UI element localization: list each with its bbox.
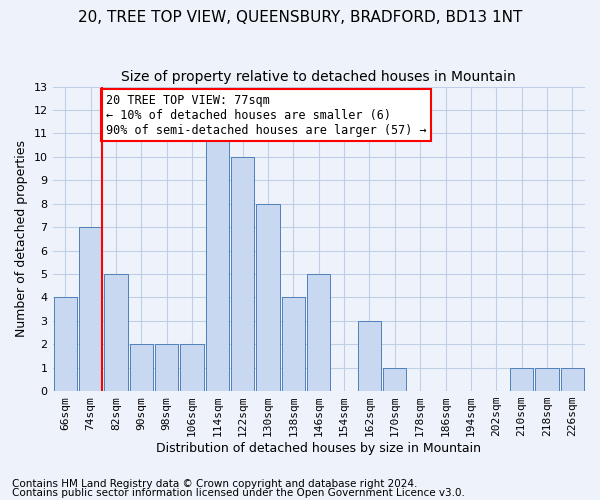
Title: Size of property relative to detached houses in Mountain: Size of property relative to detached ho…	[121, 70, 516, 84]
Bar	[307, 274, 331, 391]
Text: Contains public sector information licensed under the Open Government Licence v3: Contains public sector information licen…	[12, 488, 465, 498]
Bar	[231, 157, 254, 391]
Text: 20, TREE TOP VIEW, QUEENSBURY, BRADFORD, BD13 1NT: 20, TREE TOP VIEW, QUEENSBURY, BRADFORD,…	[78, 10, 522, 25]
Bar	[104, 274, 128, 391]
Bar	[155, 344, 178, 391]
Bar	[130, 344, 153, 391]
X-axis label: Distribution of detached houses by size in Mountain: Distribution of detached houses by size …	[156, 442, 481, 455]
Bar	[53, 298, 77, 391]
Bar	[79, 227, 102, 391]
Bar	[206, 134, 229, 391]
Bar	[358, 321, 381, 391]
Bar	[560, 368, 584, 391]
Text: 20 TREE TOP VIEW: 77sqm
← 10% of detached houses are smaller (6)
90% of semi-det: 20 TREE TOP VIEW: 77sqm ← 10% of detache…	[106, 94, 427, 136]
Bar	[535, 368, 559, 391]
Bar	[256, 204, 280, 391]
Bar	[282, 298, 305, 391]
Bar	[510, 368, 533, 391]
Bar	[181, 344, 203, 391]
Bar	[383, 368, 406, 391]
Text: Contains HM Land Registry data © Crown copyright and database right 2024.: Contains HM Land Registry data © Crown c…	[12, 479, 418, 489]
Y-axis label: Number of detached properties: Number of detached properties	[15, 140, 28, 338]
